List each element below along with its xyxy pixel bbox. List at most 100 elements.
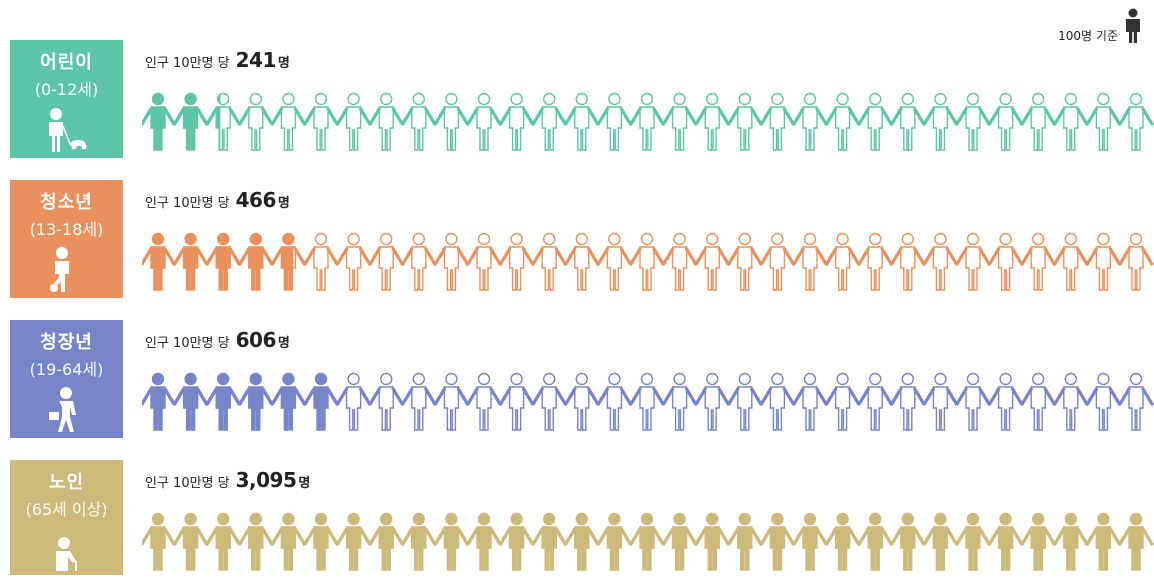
person-figure [629,92,665,151]
person-figure [1085,92,1121,151]
person-figure [238,512,274,571]
rate-unit: 명 [277,196,290,211]
person-figure [303,512,339,571]
person-figure [238,92,274,151]
group-age-range: (13-18세) [29,220,104,239]
person-figure [662,512,698,571]
person-figure [792,232,828,291]
group-row-1: 청소년 (13-18세) 인구 10만명 당 466 명 [10,180,1154,302]
rate-unit: 명 [277,336,290,351]
person-figure [499,92,535,151]
person-figure [759,92,795,151]
rate-unit: 명 [298,476,311,491]
person-figure [857,92,893,151]
person-figure [336,232,372,291]
person-figure [890,232,926,291]
group-name: 어린이 [40,52,93,73]
person-figure [499,512,535,571]
person-figure [401,92,437,151]
person-figure [694,512,730,571]
businessman-icon [49,387,76,432]
rate-value: 3,095 [235,468,297,492]
rate-text: 인구 10만명 당 606 명 [145,328,290,352]
group-label-box: 청소년 (13-18세) [10,180,123,298]
person-figure [303,232,339,291]
person-figure [596,92,632,151]
rate-prefix: 인구 10만명 당 [145,476,230,491]
rate-prefix: 인구 10만명 당 [145,56,230,71]
person-figure [727,232,763,291]
person-figure [694,92,730,151]
rate-prefix: 인구 10만명 당 [145,336,230,351]
person-figure [1020,512,1056,571]
person-figure [759,372,795,431]
person-figure [629,232,665,291]
person-figure [922,92,958,151]
person-figure [694,372,730,431]
pictogram-row [142,92,1154,151]
person-figure [988,512,1024,571]
person-figure [303,92,339,151]
person-figure [564,92,600,151]
person-figure [531,232,567,291]
elderly-cane-icon [56,537,77,571]
person-figure [596,372,632,431]
person-figure [890,92,926,151]
person-figure [173,92,209,151]
person-figure [205,372,241,431]
person-figure [466,372,502,431]
group-label-box: 어린이 (0-12세) [10,40,123,158]
rate-value: 606 [235,328,277,352]
person-figure [792,512,828,571]
person-figure [368,512,404,571]
person-figure [662,232,698,291]
person-figure [368,232,404,291]
person-figure [531,92,567,151]
person-figure [1020,372,1056,431]
rate-prefix: 인구 10만명 당 [145,196,230,211]
person-figure [142,372,176,431]
person-figure [1085,372,1121,431]
person-figure [433,512,469,571]
group-age-range: (0-12세) [34,80,99,99]
group-name: 청장년 [40,332,93,353]
person-figure [825,232,861,291]
person-figure [988,372,1024,431]
rate-text: 인구 10만명 당 3,095 명 [145,468,310,492]
person-figure [890,372,926,431]
person-figure [499,372,535,431]
person-figure [433,232,469,291]
person-figure [922,512,958,571]
person-figure [792,372,828,431]
person-figure [205,512,241,571]
person-figure [238,232,274,291]
person-figure [1085,512,1121,571]
person-figure [694,232,730,291]
person-figure [857,232,893,291]
person-figure [466,512,502,571]
person-figure [401,372,437,431]
person-figure [238,372,274,431]
person-figure [433,92,469,151]
person-figure [596,512,632,571]
child-icon [49,108,87,152]
person-figure [564,372,600,431]
person-figure [531,372,567,431]
person-figure [759,232,795,291]
person-figure [1053,372,1089,431]
person-figure [1020,92,1056,151]
rate-unit: 명 [277,56,290,71]
person-figure [955,92,991,151]
group-name: 노인 [48,472,85,493]
person-figure [1085,232,1121,291]
person-figure [629,372,665,431]
teen-soccer-icon [50,247,69,292]
person-figure [205,92,241,151]
person-figure [662,92,698,151]
person-figure [270,372,306,431]
person-figure [1053,232,1089,291]
group-row-2: 청장년 (19-64세) 인구 10만명 당 606 명 [10,320,1154,442]
person-figure [205,232,241,291]
person-figure [270,92,306,151]
person-figure [922,372,958,431]
